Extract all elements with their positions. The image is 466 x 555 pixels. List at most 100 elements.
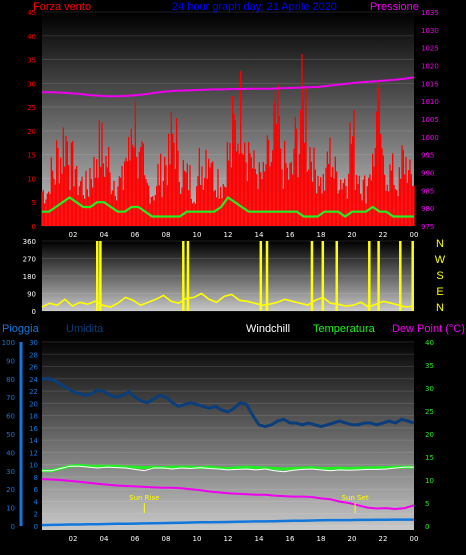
wind-direction-spike [368,241,371,311]
panel-1-right-tick-label: 985 [421,187,434,195]
panel-3-inner-tick-label: 6 [34,486,39,494]
temperature-legend-label: Temperatura [313,323,376,335]
panel-3-outer-tick-label: 50 [6,431,15,439]
panel-1-right-tick-label: 1000 [421,134,439,142]
compass-label: E [436,286,443,298]
panel-1-x-tick-label: 02 [69,231,78,239]
wind-direction-spike [182,241,185,311]
panel-1-plot-area [42,12,414,226]
wind-direction-spike [96,241,99,311]
panel-3-x-tick-label: 04 [100,535,109,543]
panel-1-x-tick-label: 20 [348,231,357,239]
panel-2-left-tick-label: 0 [32,308,36,316]
panel-1-left-tick-label: 40 [27,33,36,41]
compass-label: N [436,302,444,314]
panel-1-x-tick-label: 04 [100,231,109,239]
panel-3-x-tick-label: 20 [348,535,357,543]
panel-2-plot-area [42,241,414,311]
panel-2-left-tick-label: 360 [23,238,36,246]
panel-1-right-tick-label: 1010 [421,98,439,106]
humidity-legend-label: Umidita [66,323,104,335]
rain-legend-label: Pioggia [2,323,40,335]
panel-3-x-tick-label: 00 [410,535,419,543]
panel-1-right-tick-label: 980 [421,205,434,213]
panel-3-inner-tick-label: 18 [29,413,38,421]
panel-3-x-tick-label: 12 [224,535,233,543]
panel-3-outer-tick-label: 70 [6,394,15,402]
panel-3-x-tick-label: 02 [69,535,78,543]
panel-3-inner-tick-label: 4 [34,498,39,506]
panel-3-inner-tick-label: 0 [34,523,38,531]
compass-label: W [435,254,446,266]
wind-direction-spike [265,241,269,311]
panel-3-x-tick-label: 14 [255,535,264,543]
panel-1-left-tick-label: 30 [27,80,36,88]
panel-3-x-tick-label: 22 [379,535,388,543]
dewpoint-legend-label: Dew Point (°C) [392,323,465,335]
panel-1-x-tick-label: 08 [162,231,171,239]
panel-3-x-tick-label: 08 [162,535,171,543]
panel-3-right-tick-label: 35 [425,362,434,370]
wind-direction-spike [321,241,325,311]
panel-1-x-tick-label: 14 [255,231,264,239]
wind-direction-spike [411,241,414,311]
rain-line [41,518,414,527]
panel-1-right-tick-label: 1035 [421,9,439,17]
panel-3-x-tick-label: 10 [193,535,202,543]
panel-3-inner-tick-label: 14 [29,437,38,445]
panel-1-x-tick-label: 06 [131,231,140,239]
panel-3-outer-tick-label: 40 [6,449,15,457]
panel-3-inner-tick-label: 28 [29,351,38,359]
panel-3-inner-tick-label: 16 [29,425,38,433]
panel-1-right-tick-label: 1005 [421,116,439,124]
compass-label: N [436,238,444,250]
temperature-line [42,463,414,473]
wind-direction-spike [399,241,402,311]
panel-2-left-tick-label: 270 [23,256,36,264]
panel-3-x-tick-label: 06 [131,535,140,543]
panel-3-right-tick-label: 15 [425,454,434,462]
wind-direction-spike [259,241,263,311]
panel-1-x-tick-label: 10 [193,231,202,239]
sun-annotation-label: Sun Set [342,494,369,502]
panel-3-inner-tick-label: 10 [29,462,38,470]
panel-3-right-tick-label: 10 [425,477,434,485]
panel-1-x-tick-label: 12 [224,231,233,239]
panel-1-right-tick-label: 1015 [421,80,439,88]
average-wind-line [42,195,414,218]
compass-label: S [436,270,443,282]
panel-1-right-tick-label: 1030 [421,27,439,35]
panel-3-right-tick-label: 40 [425,339,434,347]
panel-1-right-tick-label: 975 [421,223,434,231]
panel-3-right-tick-label: 5 [425,500,429,508]
panel-1-x-tick-label: 00 [410,231,419,239]
panel-1-left-tick-label: 20 [27,128,36,136]
panel-3-inner-tick-label: 20 [29,400,38,408]
panel-3-outer-tick-label: 30 [6,468,15,476]
pressure-line [42,76,415,98]
panel-1-x-tick-label: 22 [379,231,388,239]
panel-1-left-tick-label: 0 [32,223,36,231]
panel-1-right-tick-label: 990 [421,170,434,178]
chart-title: 24 hour graph day, 21 Aprile 2020 [172,1,337,13]
panel-3-inner-tick-label: 8 [34,474,38,482]
windchill-line [42,465,414,473]
chart-marks [19,11,415,527]
panel-3-outer-tick-label: 90 [6,357,15,365]
panel-3-outer-tick-label: 20 [6,486,15,494]
panel-3-inner-tick-label: 12 [29,449,38,457]
panel-1-x-tick-label: 18 [317,231,326,239]
panel-3-x-tick-label: 18 [317,535,326,543]
humidity-line [42,377,415,429]
panel-1-left-tick-label: 5 [32,199,36,207]
panel-3-right-tick-label: 20 [425,431,434,439]
dewpoint-line [41,478,415,511]
panel-3-outer-tick-label: 100 [2,339,15,347]
panel-1-left-tick-label: 25 [27,104,36,112]
panel-1-x-tick-label: 16 [286,231,295,239]
wind-direction-spike [335,241,338,311]
panel-1-left-tick-label: 15 [27,152,36,160]
panel-3-right-tick-label: 25 [425,408,434,416]
panel-3-x-tick-label: 16 [286,535,295,543]
